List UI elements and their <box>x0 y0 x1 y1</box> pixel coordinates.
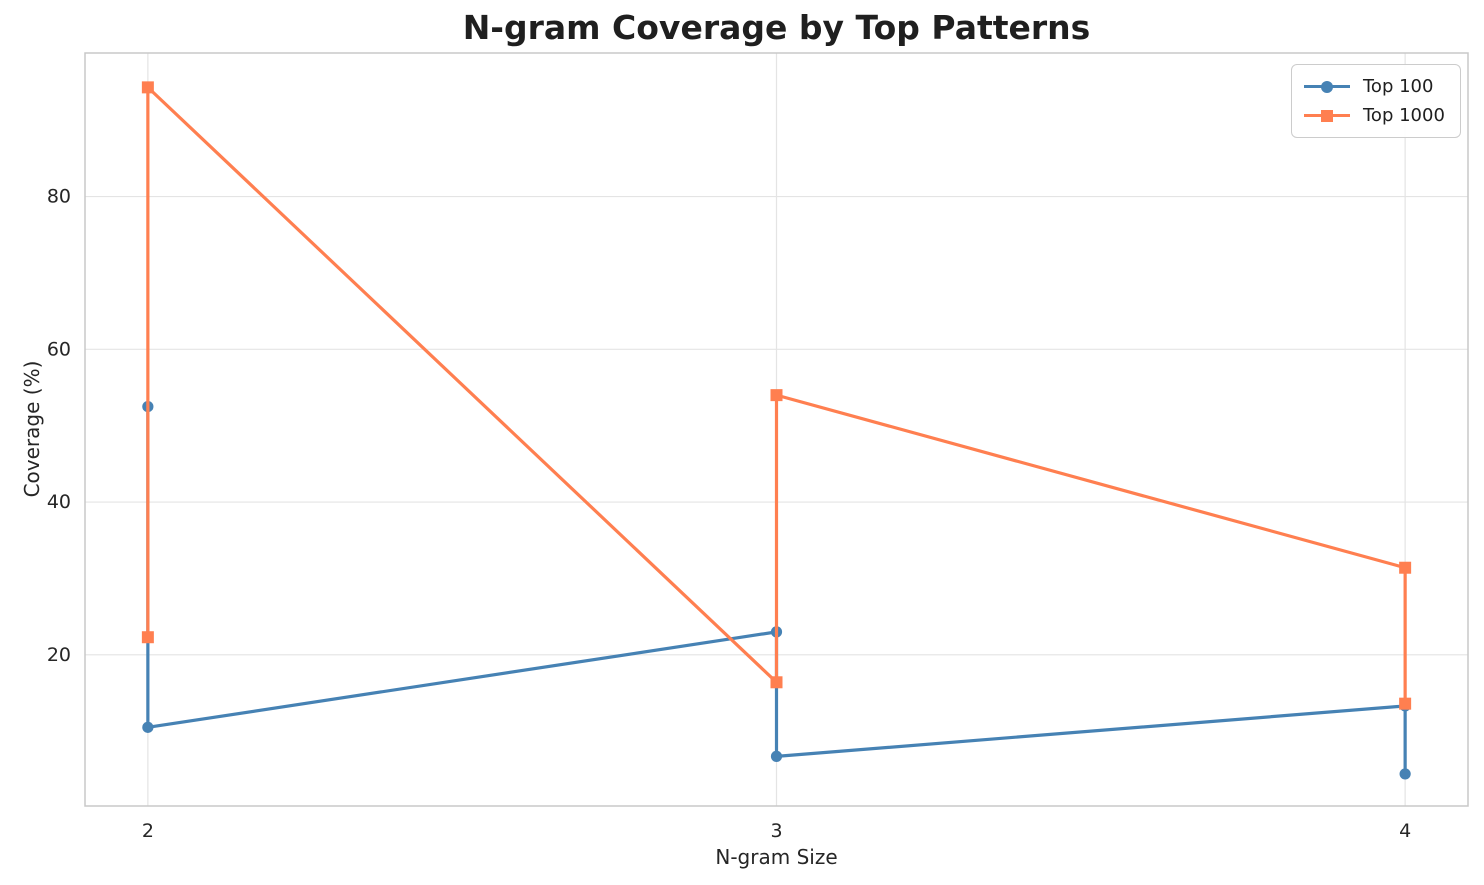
x-tick-label: 3 <box>770 820 782 842</box>
x-axis-label: N-gram Size <box>715 845 838 869</box>
data-point-square-marker <box>1399 561 1412 574</box>
data-point-square-marker <box>1399 697 1412 710</box>
legend-label-top-100: Top 100 <box>1363 76 1434 97</box>
legend-entry-top-100: Top 100 <box>1304 72 1448 101</box>
legend-line-circle-swatch <box>1304 80 1350 93</box>
x-tick-label: 2 <box>142 820 154 842</box>
data-point-square-marker <box>141 631 154 644</box>
y-axis-label: Coverage (%) <box>20 360 44 498</box>
axes-spines <box>84 52 1469 807</box>
legend: Top 100 Top 1000 <box>1291 64 1461 138</box>
legend-label-top-1000: Top 1000 <box>1363 105 1445 126</box>
legend-line-square-swatch <box>1304 109 1350 122</box>
y-tick-label: 80 <box>47 186 71 208</box>
y-tick-label: 20 <box>47 644 71 666</box>
series-line-top-100 <box>146 404 1407 776</box>
chart-title: N-gram Coverage by Top Patterns <box>462 8 1091 47</box>
data-point-square-marker <box>770 676 783 689</box>
y-tick-label: 60 <box>47 338 71 360</box>
data-point-square-marker <box>141 81 154 94</box>
circle-marker-icon <box>1321 80 1333 93</box>
data-point-circle-marker <box>142 721 154 733</box>
series-line-top-1000 <box>146 85 1407 706</box>
square-marker-icon <box>1321 109 1333 122</box>
legend-entry-top-1000: Top 1000 <box>1304 101 1448 130</box>
y-tick-label: 40 <box>47 491 71 513</box>
data-point-circle-marker <box>1399 768 1411 780</box>
x-tick-label: 4 <box>1399 820 1411 842</box>
data-point-square-marker <box>770 389 783 402</box>
data-point-circle-marker <box>770 750 783 762</box>
